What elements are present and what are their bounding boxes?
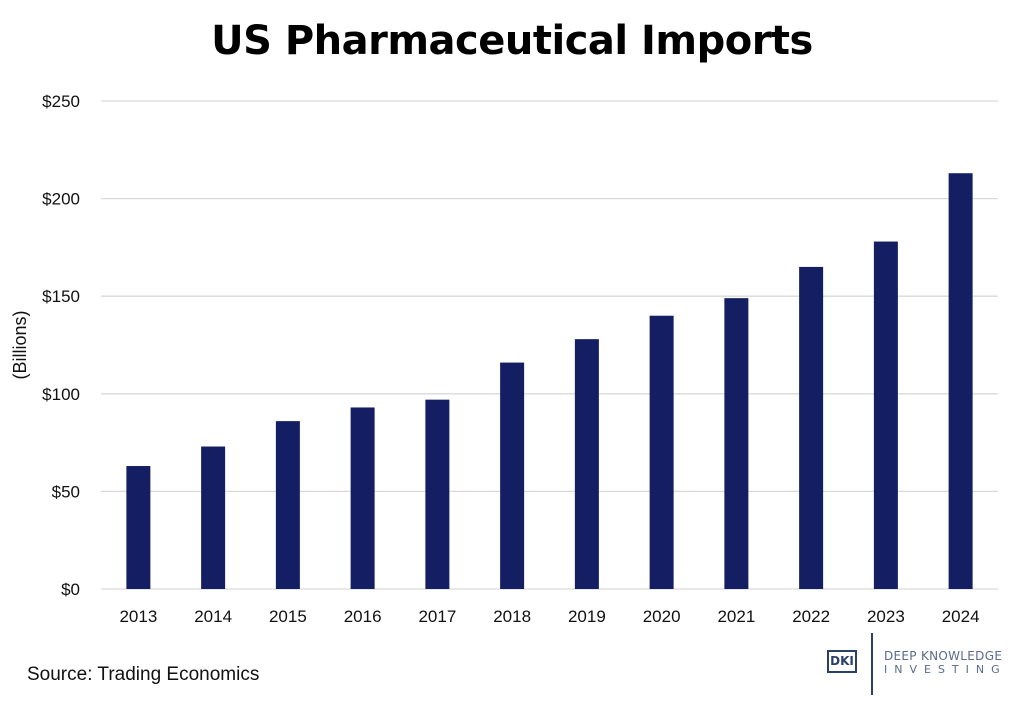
x-tick-label: 2014 bbox=[194, 607, 232, 626]
y-tick-label: $200 bbox=[42, 190, 80, 209]
source-note: Source: Trading Economics bbox=[27, 664, 260, 685]
x-tick-label: 2013 bbox=[119, 607, 157, 626]
x-tick-label: 2024 bbox=[942, 607, 980, 626]
bar-2019 bbox=[574, 339, 599, 589]
bars bbox=[126, 173, 973, 589]
x-tick-label: 2018 bbox=[493, 607, 531, 626]
bar-2024 bbox=[948, 173, 973, 589]
bar-2023 bbox=[873, 241, 898, 589]
x-tick-label: 2020 bbox=[643, 607, 681, 626]
logo-text-line1: DEEP KNOWLEDGE bbox=[884, 649, 1003, 663]
y-tick-labels: $0 $50 $100 $150 $200 $250 bbox=[42, 92, 80, 599]
bar-2014 bbox=[201, 446, 226, 589]
logo-divider bbox=[871, 633, 873, 695]
x-tick-label: 2016 bbox=[344, 607, 382, 626]
x-tick-label: 2023 bbox=[867, 607, 905, 626]
chart-title: US Pharmaceutical Imports bbox=[211, 18, 813, 64]
x-tick-label: 2022 bbox=[792, 607, 830, 626]
bar-2017 bbox=[425, 399, 450, 589]
bar-2013 bbox=[126, 466, 151, 589]
y-tick-label: $250 bbox=[42, 92, 80, 111]
dki-logo: DKI DEEP KNOWLEDGE INVESTING bbox=[824, 630, 1024, 696]
bar-2022 bbox=[799, 266, 824, 589]
y-tick-label: $50 bbox=[52, 482, 80, 501]
x-tick-labels: 2013 2014 2015 2016 2017 2018 2019 2020 2021 2022… bbox=[119, 607, 979, 626]
x-tick-label: 2021 bbox=[717, 607, 755, 626]
x-tick-label: 2017 bbox=[418, 607, 456, 626]
x-tick-label: 2015 bbox=[269, 607, 307, 626]
dki-logo-mark: DKI bbox=[827, 650, 857, 673]
y-axis-label: (Billions) bbox=[10, 310, 30, 379]
y-tick-label: $150 bbox=[42, 287, 80, 306]
bar-2018 bbox=[500, 362, 525, 589]
x-tick-label: 2019 bbox=[568, 607, 606, 626]
bar-2020 bbox=[649, 315, 674, 589]
y-tick-label: $100 bbox=[42, 385, 80, 404]
bar-2021 bbox=[724, 298, 749, 589]
y-tick-label: $0 bbox=[61, 580, 80, 599]
logo-text-line2: INVESTING bbox=[884, 663, 1007, 676]
bar-2016 bbox=[350, 407, 375, 589]
bar-2015 bbox=[275, 421, 300, 589]
gridlines bbox=[101, 100, 998, 590]
